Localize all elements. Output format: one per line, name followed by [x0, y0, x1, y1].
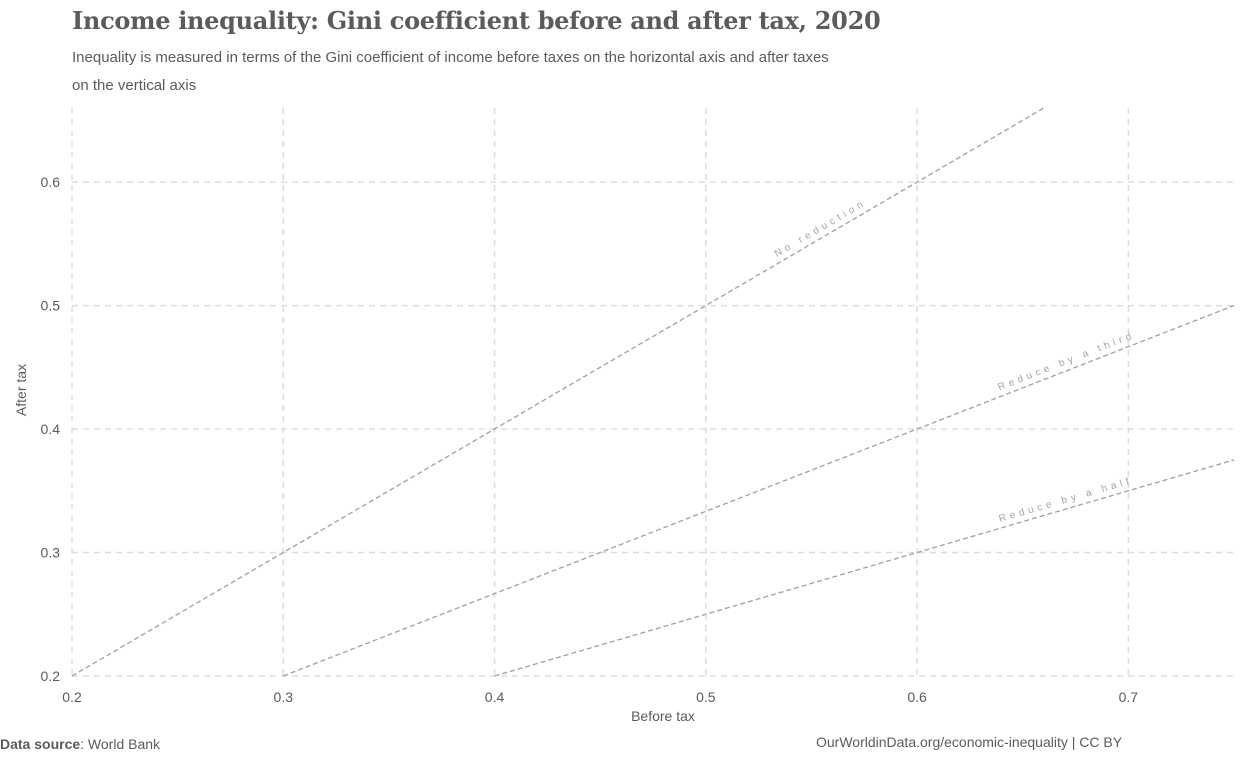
x-tick-label-2: 0.4 [485, 689, 505, 705]
y-tick-label-3: 0.5 [41, 298, 61, 314]
y-tick-label-0: 0.2 [41, 668, 61, 684]
x-axis-label: Before tax [631, 708, 695, 724]
data-source-value: : World Bank [80, 736, 161, 752]
reference-line-0 [71, 107, 1045, 677]
axis-ticks: 0.2 0.3 0.4 0.5 0.6 0.7 0.2 0.3 0.4 0.5 0.6 [41, 174, 1139, 705]
reference-line-label-1: Reduce by a third [997, 330, 1137, 393]
reference-lines: No reduction Reduce by a third Reduce by a… [71, 107, 1235, 677]
x-tick-label-1: 0.3 [274, 689, 294, 705]
y-axis-label: After tax [13, 364, 29, 416]
reference-line-label-0: No reduction [773, 197, 869, 259]
y-tick-label-1: 0.3 [41, 545, 61, 561]
x-tick-label-4: 0.6 [907, 689, 927, 705]
y-tick-label-2: 0.4 [41, 421, 61, 437]
credit-link[interactable]: OurWorldinData.org/economic-inequality |… [816, 734, 1123, 750]
x-tick-label-0: 0.2 [62, 689, 82, 705]
chart-subtitle: Inequality is measured in terms of the G… [72, 49, 829, 94]
grid-lines [71, 108, 1234, 677]
x-tick-label-3: 0.5 [696, 689, 716, 705]
data-source-label: Data source [0, 736, 81, 752]
chart-title: Income inequality: Gini coefficient befo… [72, 6, 881, 35]
x-tick-label-5: 0.7 [1119, 689, 1139, 705]
reference-line-2 [494, 459, 1235, 677]
reference-line-label-2: Reduce by a half [998, 475, 1135, 525]
y-tick-label-4: 0.6 [41, 174, 61, 190]
data-source: Data source: World Bank [0, 736, 160, 752]
reference-line-1 [283, 304, 1235, 677]
